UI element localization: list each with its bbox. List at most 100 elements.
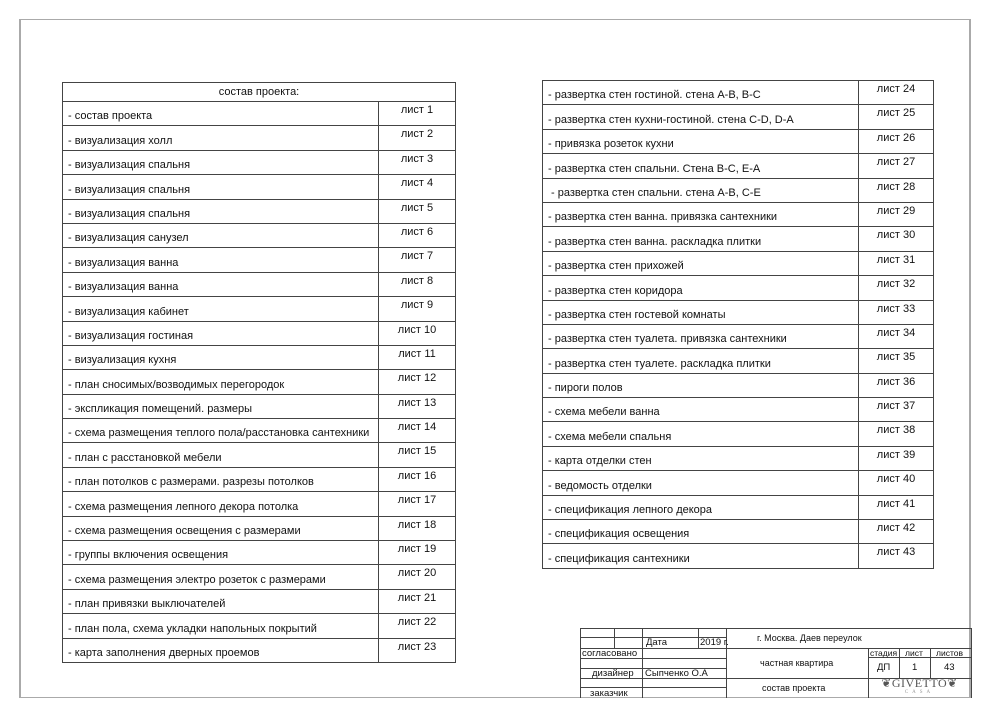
row-sheet-number: лист 20 <box>378 564 456 590</box>
client-label: заказчик <box>590 688 628 699</box>
row-sheet-number: лист 39 <box>858 445 934 472</box>
row-sheet-number: лист 15 <box>378 442 456 468</box>
row-label: - визуализация спальня <box>62 149 379 176</box>
row-label: - план потолков с размерами. разрезы пот… <box>62 466 379 493</box>
sheets-label: листов <box>936 648 963 658</box>
table-row: - схема мебели спальня лист 38 <box>542 421 934 447</box>
row-label: - план сносимых/возводимых перегородок <box>62 369 379 395</box>
row-label: - развертка стен туалета. привязка санте… <box>542 323 859 350</box>
row-sheet-number: лист 29 <box>858 201 934 228</box>
table-row: - визуализация холл лист 2 <box>62 125 456 151</box>
table-row: - визуализация ванна лист 8 <box>62 271 456 298</box>
logo-sub: CASA <box>904 690 935 695</box>
table-row: - развертка стен туалете. раскладка плит… <box>542 348 934 374</box>
table-row: - карта заполнения дверных проемов лист 2… <box>62 637 456 663</box>
row-sheet-number: лист 42 <box>858 519 934 545</box>
row-sheet-number: лист 31 <box>858 250 934 277</box>
row-sheet-number: лист 37 <box>858 397 934 423</box>
row-sheet-number: лист 34 <box>858 323 934 350</box>
row-sheet-number: лист 12 <box>378 369 456 395</box>
contents-table-right: - развертка стен гостиной. стена A-B, B-… <box>542 79 934 569</box>
row-sheet-number: лист 32 <box>858 275 934 301</box>
row-sheet-number: лист 27 <box>858 153 934 179</box>
row-sheet-number: лист 10 <box>378 320 456 346</box>
row-sheet-number: лист 43 <box>858 543 934 569</box>
table-row: - развертка стен спальни. Стена B-C, E-A… <box>542 153 934 179</box>
row-sheet-number: лист 2 <box>378 125 456 151</box>
table-row: - визуализация спальня лист 5 <box>62 198 456 224</box>
row-label: - визуализация гостиная <box>62 320 379 346</box>
row-label: - развертка стен спальни. Стена B-C, E-A <box>542 153 859 179</box>
sheet-title: состав проекта <box>762 683 826 693</box>
row-label: - группы включения освещения <box>62 540 379 566</box>
row-sheet-number: лист 35 <box>858 348 934 374</box>
givetto-logo: ❦GIVETTO❦ CASA <box>868 677 971 698</box>
row-sheet-number: лист 4 <box>378 174 456 200</box>
row-label: - развертка стен ванна. раскладка плитки <box>542 226 859 252</box>
row-label: - спецификация лепного декора <box>542 494 859 521</box>
table-row: - план пола, схема укладки напольных пок… <box>62 613 456 639</box>
stage-label: стадия <box>870 648 898 658</box>
row-label: - план с расстановкой мебели <box>62 442 379 468</box>
sheet-label: лист <box>905 648 923 658</box>
table-row: - план потолков с размерами. разрезы пот… <box>62 466 456 493</box>
row-sheet-number: лист 14 <box>378 418 456 444</box>
row-sheet-number: лист 40 <box>858 470 934 496</box>
table-row: - спецификация лепного декора лист 41 <box>542 494 934 521</box>
table-row: - развертка стен гостиной. стена A-B, B-… <box>542 79 934 106</box>
stage-value: ДП <box>877 662 891 673</box>
date-label: Дата <box>646 637 668 648</box>
table-row: - схема размещения теплого пола/расстано… <box>62 418 456 444</box>
sheets-value: 43 <box>944 662 955 673</box>
row-sheet-number: лист 25 <box>858 104 934 130</box>
row-label: - развертка стен прихожей <box>542 250 859 277</box>
table-row: - визуализация кухня лист 11 <box>62 344 456 371</box>
row-sheet-number: лист 41 <box>858 494 934 521</box>
row-label: - спецификация сантехники <box>542 543 859 569</box>
row-label: - развертка стен гостиной. стена A-B, B-… <box>542 79 859 106</box>
row-sheet-number: лист 28 <box>858 177 934 203</box>
table-row: - визуализация спальня лист 3 <box>62 149 456 176</box>
row-label: - карта заполнения дверных проемов <box>62 637 379 663</box>
table-row: - группы включения освещения лист 19 <box>62 540 456 566</box>
row-label: - развертка стен гостевой комнаты <box>542 299 859 325</box>
row-label: - карта отделки стен <box>542 445 859 472</box>
table-row: - визуализация ванна лист 7 <box>62 247 456 273</box>
table-row: - визуализация спальня лист 4 <box>62 174 456 200</box>
row-sheet-number: лист 22 <box>378 613 456 639</box>
approved-label: согласовано <box>582 648 638 659</box>
table-row: - привязка розеток кухни лист 26 <box>542 128 934 155</box>
row-sheet-number: лист 24 <box>858 79 934 106</box>
table-row: - схема размещения электро розеток с раз… <box>62 564 456 590</box>
address: г. Москва. Даев переулок <box>757 633 862 643</box>
table-row: - развертка стен коридора лист 32 <box>542 275 934 301</box>
table-row: - развертка стен прихожей лист 31 <box>542 250 934 277</box>
row-sheet-number: лист 6 <box>378 222 456 249</box>
sheet-frame <box>19 19 971 698</box>
row-sheet-number: лист 8 <box>378 271 456 298</box>
table-row: - визуализация кабинет лист 9 <box>62 296 456 322</box>
row-label: - экспликация помещений. размеры <box>62 393 379 420</box>
row-sheet-number: лист 18 <box>378 515 456 542</box>
row-sheet-number: лист 36 <box>858 372 934 399</box>
table-row: - визуализация гостиная лист 10 <box>62 320 456 346</box>
row-label: - план привязки выключателей <box>62 588 379 615</box>
table-row: - ведомость отделки лист 40 <box>542 470 934 496</box>
row-sheet-number: лист 21 <box>378 588 456 615</box>
table-row: - схема размещения лепного декора потолк… <box>62 491 456 517</box>
row-label: - развертка стен ванна. привязка сантехн… <box>542 201 859 228</box>
row-label: - визуализация санузел <box>62 222 379 249</box>
row-label: - визуализация ванна <box>62 271 379 298</box>
row-sheet-number: лист 5 <box>378 198 456 224</box>
row-sheet-number: лист 23 <box>378 637 456 663</box>
object-name: частная квартира <box>760 658 834 668</box>
row-label: - развертка стен коридора <box>542 275 859 301</box>
logo-text: GIVETTO <box>891 676 948 690</box>
row-label: - развертка стен спальни. стена A-B, C-E <box>542 177 859 203</box>
row-label: - визуализация спальня <box>62 198 379 224</box>
table-row: - спецификация сантехники лист 43 <box>542 543 934 569</box>
sheet-value: 1 <box>912 662 918 673</box>
row-sheet-number: лист 30 <box>858 226 934 252</box>
row-label: - привязка розеток кухни <box>542 128 859 155</box>
